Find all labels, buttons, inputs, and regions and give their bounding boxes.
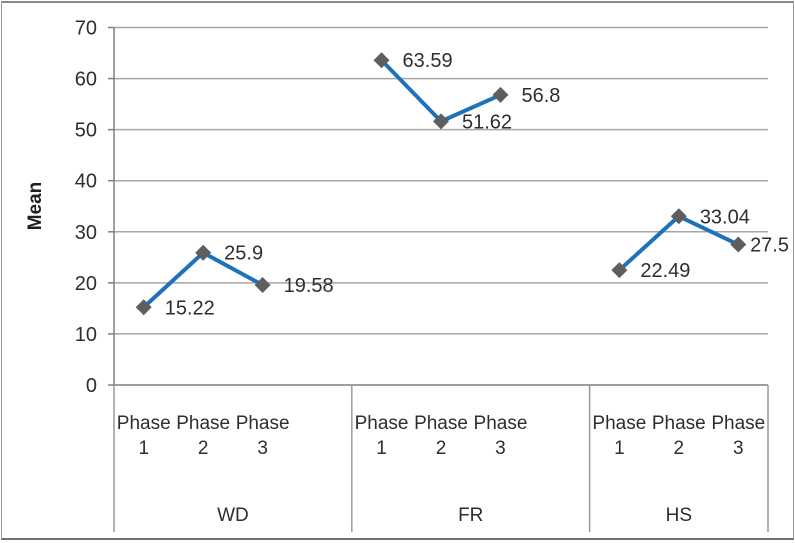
category-label-line2: 1 <box>138 438 149 459</box>
y-tick-label: 0 <box>86 375 97 397</box>
y-axis-title: Mean <box>25 182 46 231</box>
category-label-line1: Phase <box>592 413 646 434</box>
category-label-line1: Phase <box>355 413 409 434</box>
category-label-line1: Phase <box>414 413 468 434</box>
group-label-wd: WD <box>217 505 249 526</box>
category-label-line2: 1 <box>376 438 387 459</box>
category-label-line1: Phase <box>236 413 290 434</box>
data-point-label: 19.58 <box>284 275 334 297</box>
data-point-marker <box>492 86 509 103</box>
line-chart: 0 10 20 30 40 50 60 70 15.22 25.9 19.58 Phase 1 Phase… <box>25 18 789 532</box>
plot-area: 0 10 20 30 40 50 60 70 15.22 25.9 19.58 Phase 1 Phase… <box>75 18 789 532</box>
data-point-label: 56.8 <box>521 85 560 107</box>
y-tick-label: 50 <box>75 120 97 142</box>
data-point-label: 51.62 <box>462 111 512 133</box>
data-point-label: 63.59 <box>403 50 453 72</box>
data-point-label: 15.22 <box>165 297 215 319</box>
data-point-marker <box>433 113 449 130</box>
y-tick-label: 40 <box>75 171 97 193</box>
data-point-marker <box>730 236 747 253</box>
y-tick-label: 20 <box>75 273 97 295</box>
data-point-label: 22.49 <box>640 260 690 282</box>
category-label-line2: 2 <box>674 438 685 459</box>
data-point-label: 33.04 <box>700 206 750 228</box>
data-point-marker <box>670 208 687 225</box>
data-point-marker <box>195 244 212 261</box>
y-tick-label: 10 <box>75 324 97 346</box>
category-label-line2: 2 <box>436 438 447 459</box>
category-label-line2: 3 <box>733 438 744 459</box>
data-point-marker <box>135 299 152 316</box>
category-label-line1: Phase <box>474 413 528 434</box>
y-tick-label: 60 <box>75 69 97 91</box>
data-point-marker <box>373 52 390 69</box>
category-label-line1: Phase <box>176 413 230 434</box>
category-label-line2: 3 <box>495 438 506 459</box>
category-label-line1: Phase <box>652 413 706 434</box>
data-point-marker <box>611 262 628 279</box>
category-label-line2: 2 <box>198 438 209 459</box>
category-label-line2: 1 <box>614 438 625 459</box>
group-label-hs: HS <box>666 505 692 526</box>
data-point-label: 25.9 <box>224 243 263 265</box>
y-tick-label: 30 <box>75 222 97 244</box>
category-label-line1: Phase <box>711 413 765 434</box>
y-tick-label: 70 <box>75 18 97 40</box>
data-point-marker <box>254 277 271 294</box>
category-label-line2: 3 <box>257 438 268 459</box>
group-label-fr: FR <box>458 505 483 526</box>
category-label-line1: Phase <box>117 413 171 434</box>
data-point-label: 27.5 <box>750 235 789 257</box>
